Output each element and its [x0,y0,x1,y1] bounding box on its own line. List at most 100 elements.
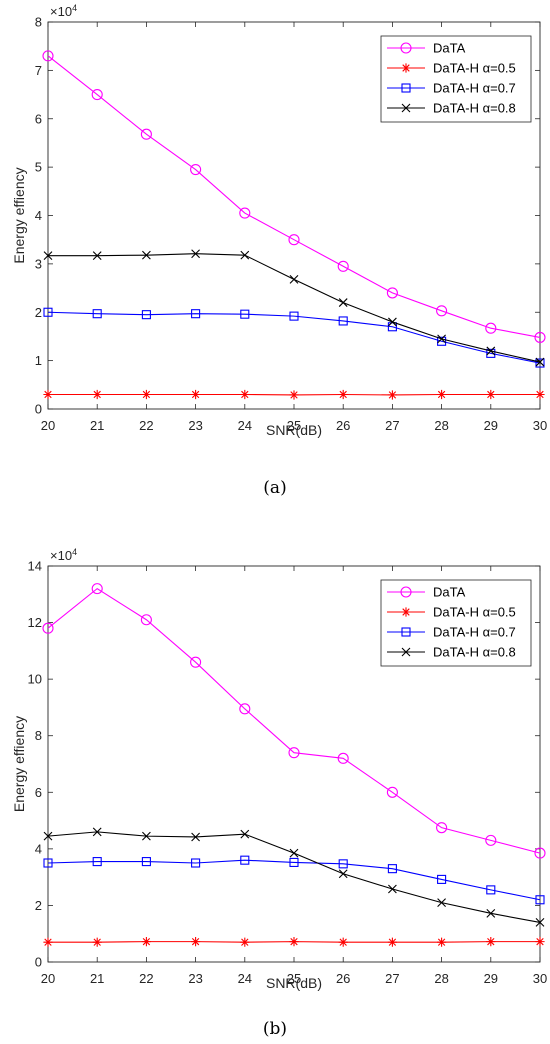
data-point [289,390,299,400]
data-point [288,234,300,246]
data-point [486,389,496,400]
data-point [92,309,102,319]
data-point [43,937,53,947]
data-point [535,358,545,368]
data-point [140,614,152,626]
x-tick-label: 26 [336,971,350,986]
x-axis-label: SNR(dB) [266,975,322,991]
data-point [338,937,348,947]
y-tick-label: 14 [28,559,42,574]
data-point [43,831,53,841]
x-tick-label: 22 [139,971,153,986]
y-tick-label: 5 [35,160,42,175]
x-tick-label: 20 [41,418,55,433]
data-point [437,898,446,907]
series-line [47,311,541,364]
legend-entry: DaTA-H α=0.7 [387,81,516,96]
data-point [386,287,398,299]
legend-marker [401,63,411,73]
legend-entry: DaTA-H α=0.8 [387,645,516,660]
data-point [387,937,397,947]
data-point [486,908,496,918]
data-point [338,298,348,307]
data-point [92,937,102,947]
data-point [337,752,349,764]
series-line [47,859,541,901]
legend: DaTA DaTA-H α=0.5 DaTA-H α=0.7 DaTA-H α=0.8 [380,579,532,667]
legend-label: DaTA-H α=0.8 [433,645,516,660]
data-point [240,829,250,839]
legend-marker [401,607,411,617]
data-point [534,331,546,343]
data-point [289,937,299,947]
data-point [485,834,497,846]
y-multiplier: ×104 [50,547,77,563]
x-tick-label: 24 [238,971,252,986]
data-point [91,583,103,595]
data-point [437,389,447,400]
y-multiplier: ×104 [50,3,77,19]
series-line [47,55,541,338]
y-tick-label: 8 [35,728,42,743]
y-multiplier-base: ×10 [50,548,72,563]
data-point [42,622,54,634]
y-tick-label: 2 [35,305,42,320]
x-tick-label: 23 [188,971,202,986]
data-point [387,390,397,400]
legend-marker [400,42,412,54]
chart-0: 20 21 22 23 24 25 26 27 28 29 30012345678×104SNR(d… [11,3,547,498]
x-tick-label: 29 [484,971,498,986]
y-tick-label: 12 [28,615,42,630]
data-point [190,163,202,176]
data-point [289,848,299,858]
legend-label: DaTA-H α=0.8 [433,101,516,116]
legend-marker [401,647,411,657]
data-point [239,703,251,715]
data-point [92,827,102,837]
data-point [535,895,545,905]
x-axis-label: SNR(dB) [266,422,322,438]
legend-entry: DaTA-H α=0.5 [387,61,516,76]
data-point [191,832,200,842]
data-point [240,937,250,947]
x-tick-label: 28 [434,418,448,433]
data-point [42,50,54,62]
legend-marker [401,83,411,93]
series-2 [43,307,545,368]
legend-entry: DaTA [387,41,466,56]
y-tick-label: 2 [35,898,42,913]
data-point [92,857,102,867]
chart-1: 20 21 22 23 24 25 26 27 28 29 3002468101214×104SNR… [11,547,547,1039]
y-multiplier-exponent: 4 [72,547,77,557]
data-point [535,389,545,400]
data-point [436,822,448,834]
data-point [191,389,201,400]
data-point [191,249,200,259]
data-point [43,251,53,261]
data-point [535,918,545,927]
data-point [289,274,299,284]
series-0 [42,50,546,343]
legend-marker [400,586,412,598]
legend-label: DaTA-H α=0.5 [433,605,516,620]
data-point [437,336,447,346]
data-point [92,251,102,261]
data-point [43,307,53,317]
x-tick-label: 25 [287,418,301,433]
data-point [485,322,497,334]
x-tick-label: 27 [385,971,399,986]
data-point [141,857,151,867]
y-tick-label: 6 [35,785,42,800]
legend-label: DaTA [433,41,466,56]
data-point [388,884,397,894]
y-tick-label: 4 [35,841,42,856]
x-tick-label: 27 [385,418,399,433]
data-point [388,317,397,327]
data-point [191,858,201,868]
series-1 [43,389,545,400]
data-point [436,305,448,317]
y-multiplier-exponent: 4 [72,3,77,13]
data-point [437,937,447,947]
data-point [240,309,250,319]
series-1 [43,937,545,947]
